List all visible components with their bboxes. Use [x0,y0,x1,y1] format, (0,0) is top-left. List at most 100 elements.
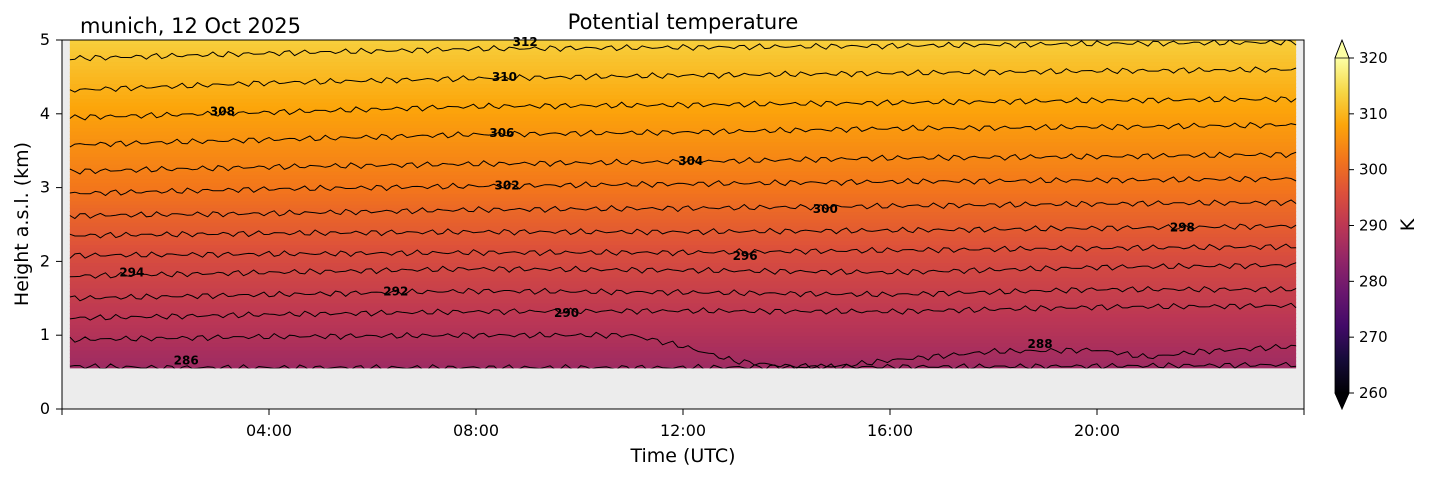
field-band [69,174,1297,180]
contour-labels: 312 310 308 306 304 302 300 298 296 294 292 290 288 2… [119,35,1195,367]
field-band [69,116,1297,121]
field-band [69,240,1297,245]
field-band [69,232,1297,238]
x-tick-label: 20:00 [1074,421,1120,440]
contour-label: 300 [813,202,838,216]
contour-label: 294 [119,265,144,279]
field-band [69,356,1297,362]
y-tick-label: 4 [40,104,50,123]
colorbar-ticks: 260 270 280 290 300 310 320 [1349,49,1388,402]
field-band [69,123,1297,129]
field-band [69,90,1297,96]
field-band [69,50,1297,56]
contour-302 [69,175,1297,197]
y-axis-ticks: 0 1 2 3 4 5 [40,30,62,418]
field-band [69,54,1297,59]
field-band [69,309,1297,315]
contour-label: 304 [678,154,703,168]
chart-title: Potential temperature [568,10,799,34]
field-band [69,258,1297,264]
x-axis-title: Time (UTC) [629,445,735,467]
contour-label: 306 [489,126,514,140]
x-axis-ticks: 04:00 08:00 12:00 16:00 20:00 [61,409,1305,440]
field-band [69,65,1297,70]
field-band [69,221,1297,227]
field-band [69,130,1297,136]
field-band [69,316,1297,322]
colorbar-extend-min [1334,392,1350,410]
y-tick-label: 3 [40,178,50,197]
field-band [69,108,1297,114]
contour-290 [69,302,1297,321]
x-tick-label: 12:00 [660,421,706,440]
field-band [69,331,1297,337]
field-band [69,68,1297,74]
field-band [69,159,1297,165]
colorbar-extend-max [1334,38,1350,59]
field-band [69,86,1297,92]
field-band [69,181,1297,187]
contour-label: 298 [1170,220,1195,234]
field-band [69,262,1297,267]
field-band [69,294,1297,300]
field-band [69,327,1297,333]
field-band [69,276,1297,282]
field-band [69,342,1297,348]
field-band [69,203,1297,209]
field-band [69,101,1297,107]
field-band [69,46,1297,52]
contour-label: 308 [210,105,235,119]
field-band [69,141,1297,147]
field-band [69,265,1297,271]
colorbar-tick-label: 260 [1359,384,1388,402]
field-band [69,170,1297,176]
field-band [69,254,1297,260]
colorbar-tick-label: 270 [1359,328,1388,346]
field-band [69,94,1297,99]
field-band [69,243,1297,249]
colorbar-label: K [1397,218,1419,231]
field-band [69,291,1297,296]
field-band [69,145,1297,150]
field-band [69,320,1297,326]
colorbar-tick-label: 320 [1359,49,1388,67]
field-band [69,97,1297,103]
x-tick-label: 04:00 [246,421,292,440]
field-band [69,57,1297,63]
contour-label: 290 [554,306,579,320]
contour-310 [69,66,1297,93]
field-band [69,127,1297,132]
field-band [69,148,1297,154]
field-band [69,349,1297,355]
field-band [69,105,1297,110]
field-band [69,225,1297,231]
colorbar-ramp [1335,58,1349,393]
y-tick-label: 0 [40,399,50,418]
field-band [69,192,1297,198]
colorbar: 260 270 280 290 300 310 320 K [1334,38,1419,410]
field-band [69,61,1297,67]
contour-306 [69,122,1297,148]
field-band [69,40,1297,45]
field-band [69,305,1297,311]
contour-288 [69,331,1297,369]
field-band [69,196,1297,202]
field-band [69,360,1297,366]
contour-label: 296 [733,249,758,263]
isentrope-contours [69,40,1297,369]
chart-subtitle: munich, 12 Oct 2025 [80,14,301,38]
contour-292 [69,285,1297,302]
contour-294 [69,262,1297,279]
field-band [69,229,1297,234]
field-band [69,178,1297,183]
field-band [69,200,1297,205]
contour-286 [69,361,1297,369]
colorbar-tick-label: 300 [1359,161,1388,179]
contour-300 [69,199,1297,220]
field-band [69,218,1297,223]
field-band [69,324,1297,329]
field-band [69,302,1297,307]
field-band [69,280,1297,285]
field-band [69,43,1297,48]
colorbar-tick-label: 280 [1359,272,1388,290]
